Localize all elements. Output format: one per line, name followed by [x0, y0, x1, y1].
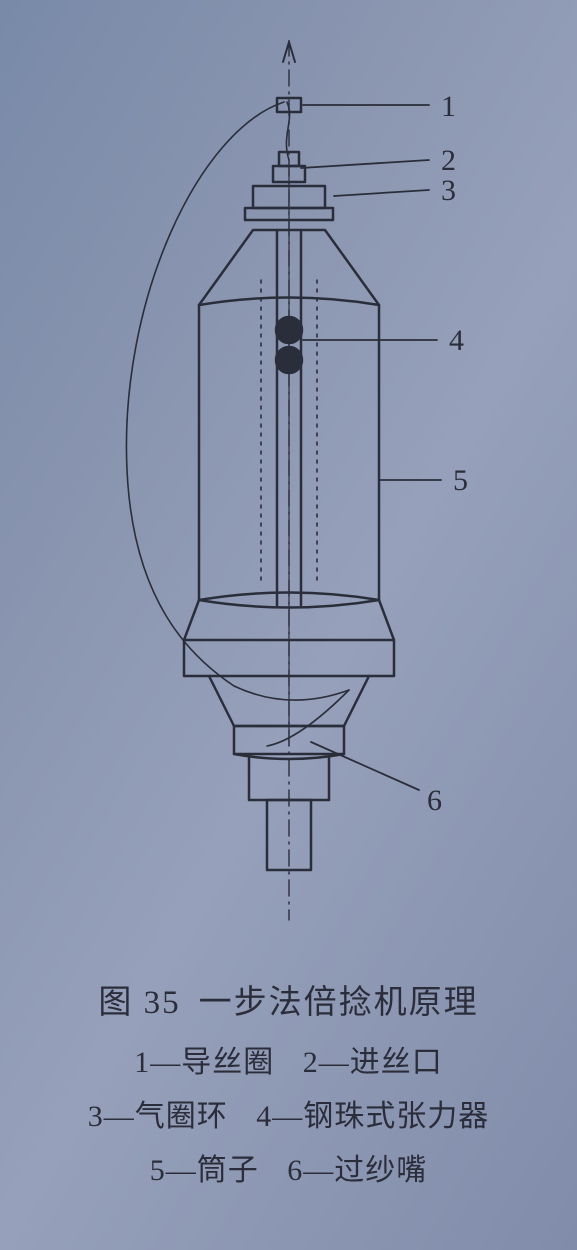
figure-caption: 图 35 一步法倍捻机原理 [0, 975, 577, 1023]
figure-number: 图 35 [98, 985, 180, 1021]
label-4: 4 [449, 324, 464, 357]
figure-title: 一步法倍捻机原理 [199, 985, 479, 1021]
legend-2: 2—进丝口 [303, 1046, 443, 1079]
label-3: 3 [441, 174, 456, 207]
twister-diagram: 1 2 3 4 5 6 [49, 40, 529, 960]
diagram-container: 1 2 3 4 5 6 [49, 40, 529, 960]
label-1: 1 [441, 90, 456, 123]
legend-3: 3—气圈环 [88, 1100, 228, 1133]
label-5: 5 [453, 464, 468, 497]
legend-row-2: 3—气圈环 4—钢珠式张力器 [0, 1091, 577, 1135]
legend-row-1: 1—导丝圈 2—进丝口 [0, 1037, 577, 1081]
label-2: 2 [441, 144, 456, 177]
legend-4: 4—钢珠式张力器 [256, 1100, 489, 1133]
legend-5: 5—筒子 [150, 1154, 259, 1187]
legend-6: 6—过纱嘴 [287, 1154, 427, 1187]
caption-area: 图 35一步法倍捻机原理 1—导丝圈 2—进丝口 3—气圈环 4—钢珠式张力器 … [0, 975, 577, 1189]
legend-1: 1—导丝圈 [134, 1046, 274, 1079]
legend-row-3: 5—筒子 6—过纱嘴 [0, 1145, 577, 1189]
label-6: 6 [427, 784, 442, 817]
